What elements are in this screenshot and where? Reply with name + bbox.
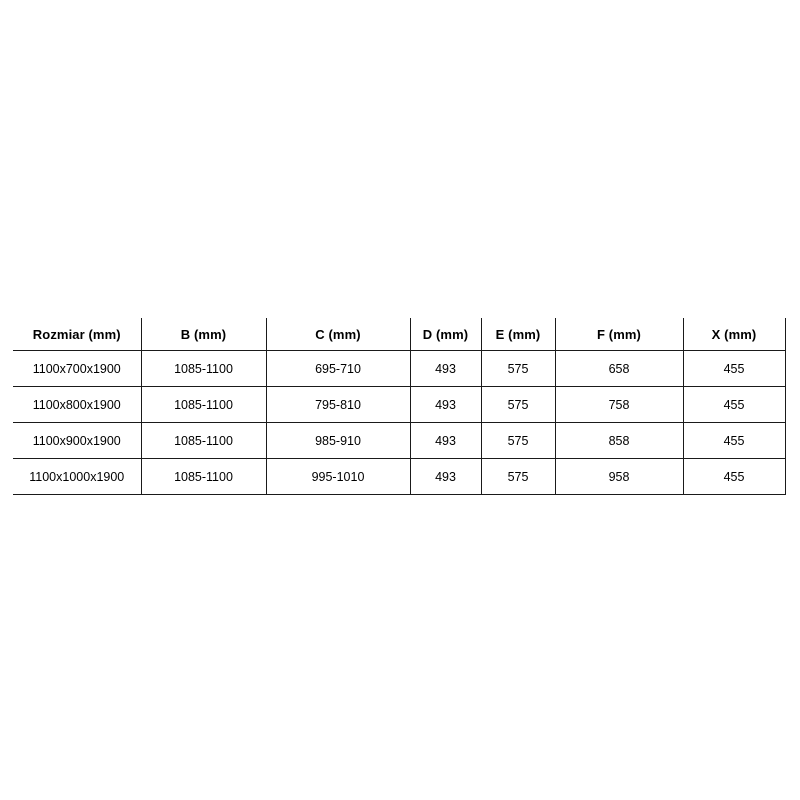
cell-d: 493 [409, 458, 481, 495]
cell-e: 575 [480, 422, 555, 459]
cell-x: 455 [682, 458, 786, 495]
cell-c: 795-810 [265, 386, 410, 423]
cell-c: 695-710 [265, 350, 410, 387]
spec-table-container: Rozmiar (mm) B (mm) C (mm) D (mm) E (mm)… [13, 318, 786, 495]
cell-b: 1085-1100 [140, 458, 266, 495]
table-row: 1100x800x1900 1085-1100 795-810 493 575 … [13, 386, 786, 423]
cell-e: 575 [480, 350, 555, 387]
cell-x: 455 [682, 386, 786, 423]
cell-f: 858 [554, 422, 683, 459]
cell-size: 1100x700x1900 [13, 350, 141, 387]
dimensions-table: Rozmiar (mm) B (mm) C (mm) D (mm) E (mm)… [13, 318, 786, 495]
cell-d: 493 [409, 422, 481, 459]
column-header-d: D (mm) [409, 318, 481, 351]
cell-c: 995-1010 [265, 458, 410, 495]
cell-c: 985-910 [265, 422, 410, 459]
column-header-f: F (mm) [554, 318, 683, 351]
cell-b: 1085-1100 [140, 422, 266, 459]
cell-x: 455 [682, 350, 786, 387]
cell-x: 455 [682, 422, 786, 459]
table-row: 1100x700x1900 1085-1100 695-710 493 575 … [13, 350, 786, 387]
cell-b: 1085-1100 [140, 386, 266, 423]
cell-e: 575 [480, 386, 555, 423]
cell-size: 1100x800x1900 [13, 386, 141, 423]
cell-b: 1085-1100 [140, 350, 266, 387]
cell-d: 493 [409, 386, 481, 423]
table-row: 1100x900x1900 1085-1100 985-910 493 575 … [13, 422, 786, 459]
table-body: 1100x700x1900 1085-1100 695-710 493 575 … [13, 350, 786, 495]
table-row: 1100x1000x1900 1085-1100 995-1010 493 57… [13, 458, 786, 495]
cell-f: 658 [554, 350, 683, 387]
table-header: Rozmiar (mm) B (mm) C (mm) D (mm) E (mm)… [13, 318, 786, 351]
cell-size: 1100x900x1900 [13, 422, 141, 459]
cell-d: 493 [409, 350, 481, 387]
cell-size: 1100x1000x1900 [13, 458, 141, 495]
cell-e: 575 [480, 458, 555, 495]
cell-f: 758 [554, 386, 683, 423]
cell-f: 958 [554, 458, 683, 495]
column-header-e: E (mm) [480, 318, 555, 351]
column-header-size: Rozmiar (mm) [13, 318, 141, 351]
column-header-x: X (mm) [682, 318, 786, 351]
column-header-b: B (mm) [140, 318, 266, 351]
column-header-c: C (mm) [265, 318, 410, 351]
header-row: Rozmiar (mm) B (mm) C (mm) D (mm) E (mm)… [13, 318, 786, 351]
